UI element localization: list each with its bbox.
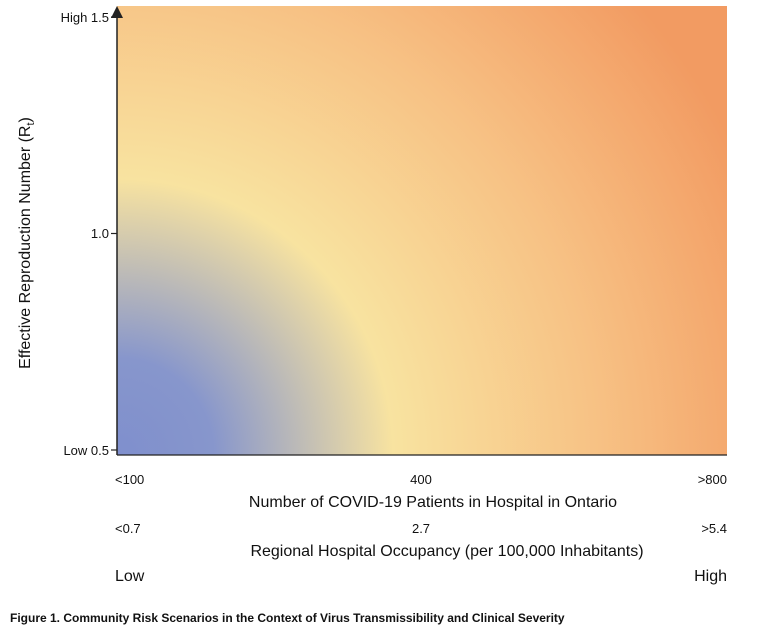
x2-tick-label-left: <0.7: [115, 521, 141, 536]
x-tick-label-center: 400: [410, 472, 432, 487]
scale-low-label: Low: [115, 568, 145, 585]
scale-high-label: High: [694, 568, 727, 585]
y-axis-label: Effective Reproduction Number (Rt): [16, 117, 38, 369]
x2-tick-label-center: 2.7: [411, 521, 431, 536]
x2-tick-label-right: >5.4: [701, 521, 727, 536]
y-tick-label-low: Low 0.5: [63, 443, 109, 458]
x2-axis-label: Regional Hospital Occupancy (per 100,000…: [250, 543, 644, 560]
risk-heatmap: [117, 6, 727, 455]
y-ticks: [111, 16, 117, 451]
y-tick-label-mid: 1.0: [90, 226, 109, 241]
x-tick-label-right: >800: [697, 472, 727, 487]
y-tick-label-high: High 1.5: [60, 10, 109, 25]
x-axis-label: Number of COVID-19 Patients in Hospital …: [248, 494, 618, 511]
x-tick-label-left: <100: [115, 472, 145, 487]
figure-caption: Figure 1. Community Risk Scenarios in th…: [10, 611, 565, 625]
